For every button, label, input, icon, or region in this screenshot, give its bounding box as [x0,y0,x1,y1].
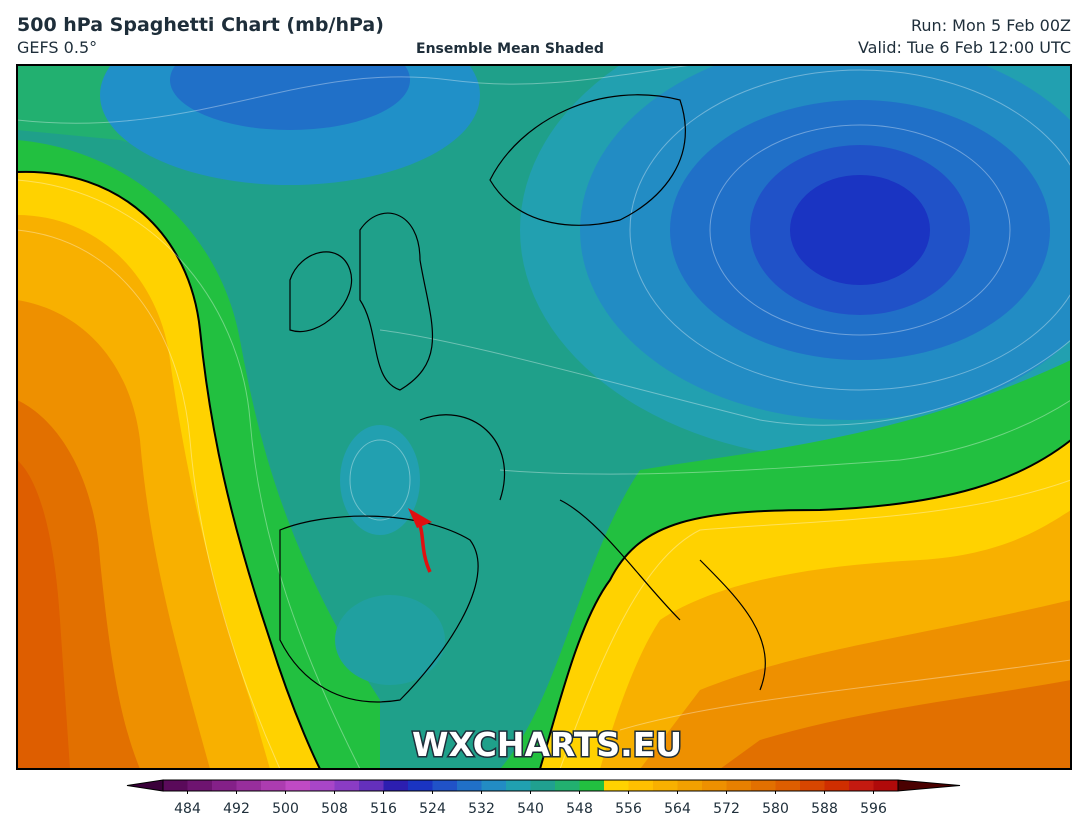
colorbar-segment [751,780,776,791]
colorbar-under [126,779,164,792]
colorbar-segment [702,780,727,791]
colorbar-segment [359,780,384,791]
colorbar-segment [604,780,629,791]
colorbar-segment [628,780,654,791]
colorbar-tick-label: 580 [762,801,789,817]
colorbar-tick-label: 508 [321,801,348,817]
colorbar-tick-label: 588 [811,801,838,817]
colorbar-segment [457,780,482,791]
colorbar-segment [432,780,458,791]
colorbar-segment [824,780,850,791]
colorbar-tick-label: 572 [713,801,740,817]
subtitle: Ensemble Mean Shaded [416,41,604,57]
colorbar-segment [334,780,360,791]
colorbar-segment [310,780,335,791]
model: GEFS 0.5° [17,38,98,57]
colorbar: 484 492 500 508 516 524 532 540 548 556 564 572 580 5… [126,779,961,817]
colorbar-segment [800,780,825,791]
colorbar-segment [579,780,605,791]
colorbar-tick-label: 564 [664,801,691,817]
colorbar-tick-label: 548 [566,801,593,817]
colorbar-segment [726,780,752,791]
watermark: WXCHARTS.EU [412,725,682,764]
colorbar-segment [677,780,703,791]
colorbar-tick-label: 484 [174,801,201,817]
map-frame [16,64,1072,770]
colorbar-tick-label: 556 [615,801,642,817]
colorbar-tick-label: 492 [223,801,250,817]
colorbar-segment [506,780,531,791]
colorbar-segment [285,780,311,791]
colorbar-tick-label: 596 [860,801,887,817]
colorbar-segment [481,780,507,791]
arrow-head [408,508,432,528]
colorbar-segment [530,780,556,791]
colorbar-segment [212,780,237,791]
colorbar-segment [236,780,262,791]
colorbar-over [897,779,961,792]
colorbar-segment [261,780,286,791]
coastlines [279,94,766,703]
height-field [17,65,1071,769]
colorbar-segment [653,780,678,791]
colorbar-segment [383,780,409,791]
colorbar-segment [849,780,874,791]
colorbar-segment [163,780,188,791]
colorbar-segment [775,780,801,791]
colorbar-tick-label: 532 [468,801,495,817]
colorbar-segment [408,780,433,791]
title: 500 hPa Spaghetti Chart (mb/hPa) [17,14,384,36]
colorbar-segment [873,780,899,791]
run-time: Run: Mon 5 Feb 00Z [911,16,1071,35]
colorbar-segment [555,780,580,791]
colorbar-segment [187,780,213,791]
colorbar-tick-label: 524 [419,801,446,817]
colorbar-tick-label: 500 [272,801,299,817]
colorbar-tick-label: 516 [370,801,397,817]
colorbar-tick-label: 540 [517,801,544,817]
valid-time: Valid: Tue 6 Feb 12:00 UTC [857,38,1071,57]
